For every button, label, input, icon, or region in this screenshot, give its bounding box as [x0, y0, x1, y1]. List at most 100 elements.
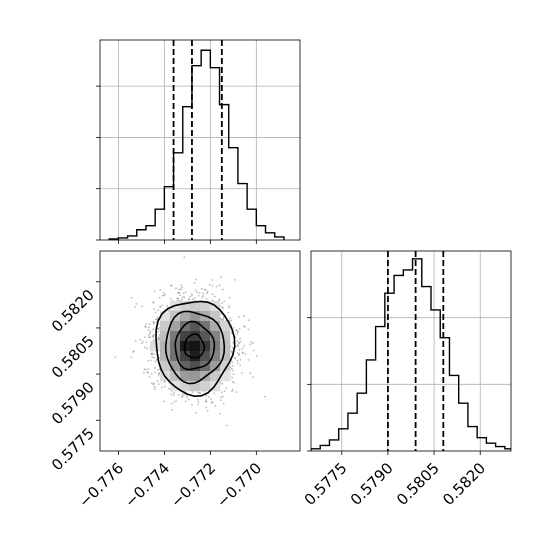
- scatter-point: [233, 278, 236, 281]
- scatter-point: [157, 372, 160, 375]
- scatter-point: [205, 406, 207, 409]
- scatter-point: [225, 387, 228, 390]
- scatter-point: [211, 279, 214, 281]
- scatter-point: [236, 362, 239, 365]
- scatter-point: [152, 322, 155, 324]
- scatter-point: [208, 283, 211, 286]
- scatter-point: [154, 371, 157, 374]
- density-cell: [220, 321, 231, 332]
- scatter-point: [177, 394, 180, 396]
- density-cell: [200, 341, 211, 352]
- density-cell: [170, 321, 181, 332]
- scatter-point: [170, 284, 173, 287]
- scatter-point: [178, 292, 181, 294]
- scatter-point: [211, 293, 214, 296]
- scatter-point: [168, 309, 170, 312]
- scatter-point: [221, 395, 224, 398]
- scatter-point: [205, 400, 208, 403]
- scatter-point: [202, 295, 205, 297]
- density-cell: [200, 381, 211, 392]
- density-cell: [200, 331, 211, 342]
- scatter-point: [169, 297, 172, 300]
- scatter-point: [252, 376, 254, 379]
- scatter-point: [144, 336, 146, 339]
- scatter-point: [163, 249, 165, 251]
- scatter-point: [214, 405, 217, 407]
- scatter-point: [148, 323, 151, 326]
- scatter-point: [153, 388, 156, 391]
- scatter-point: [181, 298, 184, 301]
- scatter-point: [222, 317, 225, 319]
- axes-frame: [99, 250, 301, 452]
- scatter-point: [187, 398, 190, 401]
- scatter-point: [163, 381, 166, 384]
- scatter-point: [144, 325, 147, 328]
- density-cell: [170, 351, 181, 362]
- scatter-point: [252, 349, 255, 352]
- density-cell: [150, 341, 161, 352]
- scatter-point: [203, 390, 206, 393]
- scatter-point: [218, 298, 221, 301]
- scatter-point: [241, 347, 244, 350]
- scatter-point: [203, 288, 206, 291]
- scatter-point: [159, 305, 161, 308]
- scatter-point: [157, 336, 160, 338]
- density-cell: [160, 311, 171, 322]
- scatter-point: [171, 408, 174, 411]
- tick-label: −0.772: [167, 459, 219, 511]
- scatter-point: [147, 326, 150, 329]
- scatter-point: [206, 292, 209, 294]
- scatter-point: [201, 296, 203, 299]
- density-cell: [170, 361, 181, 372]
- scatter-point: [239, 358, 242, 361]
- scatter-point: [231, 381, 234, 383]
- scatter-point: [132, 351, 135, 353]
- scatter-point: [238, 353, 241, 356]
- scatter-point: [139, 338, 142, 341]
- scatter-point: [239, 337, 242, 340]
- xy-density-panel: −0.776−0.774−0.772−0.7700.57750.57900.58…: [48, 249, 301, 511]
- scatter-point: [243, 345, 246, 347]
- density-cell: [210, 321, 221, 332]
- x-histogram-panel: [96, 39, 301, 244]
- scatter-point: [173, 400, 175, 403]
- scatter-point: [222, 402, 225, 405]
- density-cell: [200, 301, 211, 312]
- scatter-point: [163, 385, 166, 388]
- scatter-point: [152, 339, 155, 342]
- density-cell: [220, 371, 231, 382]
- scatter-point: [134, 339, 137, 342]
- scatter-point: [145, 341, 148, 344]
- tick-label: 0.5820: [48, 286, 98, 336]
- scatter-point: [158, 328, 160, 331]
- scatter-point: [235, 391, 238, 394]
- scatter-point: [237, 342, 240, 345]
- scatter-point: [152, 353, 155, 355]
- tick-label: 0.5775: [301, 459, 351, 509]
- scatter-point: [177, 297, 180, 300]
- scatter-point: [144, 346, 146, 349]
- scatter-point: [159, 289, 162, 291]
- scatter-point: [162, 400, 165, 403]
- scatter-point: [202, 292, 205, 295]
- scatter-point: [232, 388, 234, 391]
- tick-label: −0.770: [213, 459, 265, 511]
- scatter-point: [153, 307, 155, 310]
- y-histogram-series: [311, 258, 511, 451]
- density-cell: [170, 371, 181, 382]
- scatter-point: [242, 351, 244, 354]
- scatter-point: [147, 368, 150, 370]
- tick-label: 0.5775: [48, 424, 98, 474]
- density-body: [114, 249, 266, 427]
- scatter-point: [175, 400, 178, 402]
- scatter-point: [221, 288, 224, 291]
- scatter-point: [130, 356, 133, 359]
- scatter-point: [170, 393, 173, 396]
- scatter-point: [221, 382, 224, 385]
- scatter-point: [238, 349, 241, 351]
- scatter-point: [230, 351, 233, 353]
- scatter-point: [147, 359, 149, 362]
- scatter-point: [146, 371, 149, 374]
- scatter-point: [244, 353, 247, 355]
